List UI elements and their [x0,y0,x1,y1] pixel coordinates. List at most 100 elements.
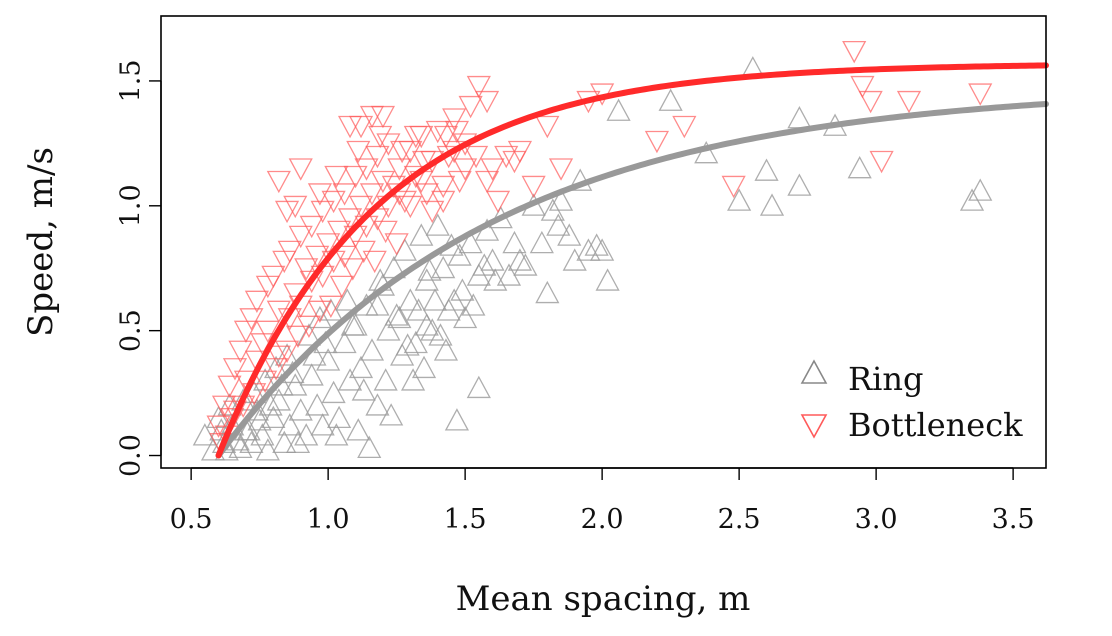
bottleneck-point [858,90,883,114]
ring-point [546,213,571,236]
bottleneck-point [337,115,363,139]
ring-point [414,313,439,336]
bottleneck-point [283,195,308,219]
bottleneck-point [384,233,409,256]
ring-point [502,230,527,254]
ring-point [400,368,426,391]
bottleneck-point [850,75,875,99]
bottleneck-point [266,170,291,194]
ring-point [727,188,752,211]
ring-point [466,375,491,399]
bottleneck-point [494,145,519,169]
ring-point [324,423,349,446]
ring-point [340,313,365,336]
bottleneck-point [387,158,412,181]
ring-point [453,305,478,329]
ring-point [507,248,533,271]
bottleneck-point [348,195,374,219]
ring-point [590,238,615,261]
ring-point [584,233,609,256]
legend-ring-label: Ring [848,360,923,398]
bottleneck-point [365,145,390,169]
bottleneck-point [447,170,472,194]
bottleneck-point [253,370,278,393]
ring-point [296,323,322,346]
bottleneck-point [431,175,456,199]
bottleneck-point [324,165,349,189]
ring-point [263,355,289,379]
x-tick-label: 2.0 [581,504,624,535]
ring-point [258,393,283,416]
ring-point [787,173,812,196]
x-tick-label: 1.0 [307,504,350,535]
ring-point [535,280,560,304]
ring-point [376,318,401,341]
bottleneck-point [370,105,396,129]
ring-point [392,238,417,261]
y-axis-label: Speed, m/s [21,147,61,337]
bottleneck-point [521,175,546,199]
bottleneck-point [644,130,670,154]
y-axis: 0.0 0.5 1.0 1.5 [116,59,162,477]
bottleneck-point [288,158,313,181]
ring-point [450,278,475,301]
bottleneck-point [414,183,439,206]
ring-point [759,193,785,216]
y-tick-label: 1.0 [116,184,147,227]
bottleneck-point [340,258,365,281]
bottleneck-point [332,245,357,269]
bottleneck-point [502,150,527,174]
ring-point [403,330,428,354]
bottleneck-point [263,358,289,381]
ring-point [379,403,404,426]
bottleneck-point [255,275,280,299]
bottleneck-point [431,190,456,214]
x-axis: 0.5 1.0 1.5 2.0 2.5 3.0 3.5 [170,467,1035,535]
ring-point [299,363,324,386]
bottleneck-point [337,208,363,231]
ring-point [346,418,371,441]
bottleneck-point [403,125,428,149]
ring-point [305,393,330,416]
ring-point [472,253,497,276]
ring-point [288,398,313,421]
bottleneck-point [433,125,459,149]
x-tick-label: 3.0 [855,504,898,535]
bottleneck-point [310,200,335,224]
ring-point [576,238,601,261]
ring-point [754,158,779,181]
bottleneck-point [896,90,922,114]
bottleneck-point [220,408,245,431]
ring-point [272,430,297,454]
ring-point [351,378,376,401]
ring-point [458,230,483,254]
ring-point [277,413,302,436]
bottleneck-point [458,95,483,119]
bottleneck-point [474,90,500,114]
bottleneck-point [305,245,330,269]
bottleneck-point [277,240,302,264]
bottleneck-point [721,175,746,199]
ring-point [239,430,264,454]
x-tick-label: 1.5 [444,504,487,535]
bottleneck-point [329,275,354,299]
ring-point [529,230,554,254]
ring-point [444,408,470,431]
bottleneck-point [842,40,867,64]
ring-point [540,198,565,221]
bottleneck-point [368,125,393,149]
y-tick-label: 0.0 [116,434,147,477]
ring-point [480,248,505,271]
ring-point [658,88,683,111]
ring-point [337,368,363,391]
ring-point [398,288,423,311]
legend-bottleneck-label: Bottleneck [848,406,1023,444]
ring-point [253,368,278,391]
ring-point [321,380,346,404]
ring-point [431,255,456,279]
x-tick-label: 0.5 [170,504,213,535]
bottleneck-point [464,145,489,169]
ring-point [417,258,442,281]
bottleneck-point [354,158,379,181]
bottleneck-point [398,195,423,219]
